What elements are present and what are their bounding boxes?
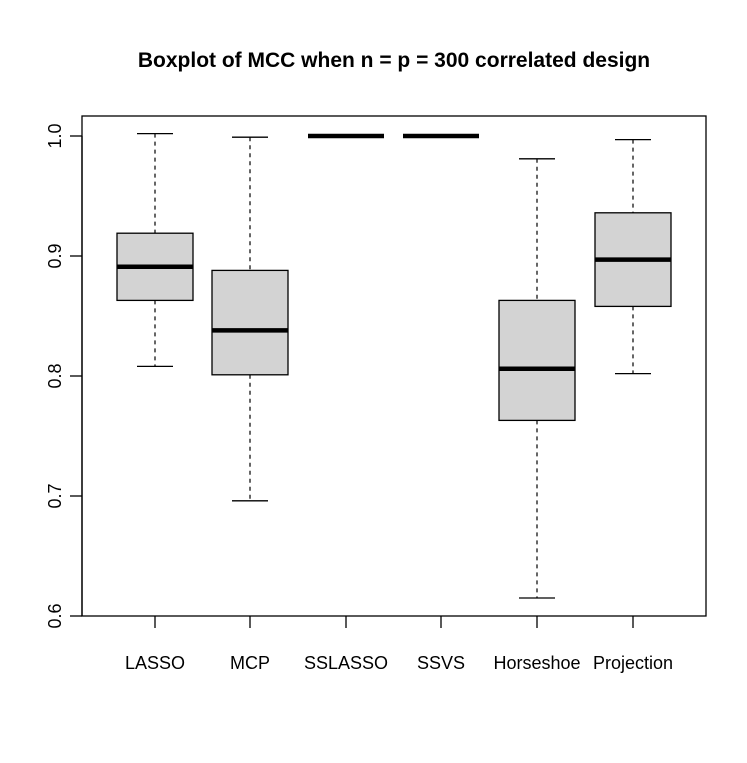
iqr-box-mcp: [211, 269, 289, 376]
box-horseshoe: [498, 158, 576, 599]
x-tick-label-sslasso: SSLASSO: [304, 653, 388, 673]
box-projection: [594, 138, 672, 375]
iqr-box-horseshoe: [498, 299, 576, 422]
x-axis: LASSO MCP SSLASSO SSVS Horseshoe Projection: [125, 616, 673, 673]
y-tick-label-0.9: 0.9: [45, 243, 65, 268]
y-tick-label-1.0: 1.0: [45, 123, 65, 148]
y-axis: 0.6 0.7 0.8 0.9 1.0: [45, 123, 83, 629]
x-tick-label-horseshoe: Horseshoe: [493, 653, 580, 673]
plot-frame: [81, 115, 707, 617]
x-tick-label-ssvs: SSVS: [417, 653, 465, 673]
x-tick-label-projection: Projection: [593, 653, 673, 673]
y-tick-label-0.6: 0.6: [45, 603, 65, 628]
y-tick-label-0.7: 0.7: [45, 483, 65, 508]
boxes-group: [116, 132, 672, 599]
box-lasso: [116, 132, 194, 368]
x-tick-label-mcp: MCP: [230, 653, 270, 673]
chart-title: Boxplot of MCC when n = p = 300 correlat…: [138, 49, 650, 72]
y-tick-label-0.8: 0.8: [45, 363, 65, 388]
box-mcp: [211, 136, 289, 502]
x-tick-label-lasso: LASSO: [125, 653, 185, 673]
